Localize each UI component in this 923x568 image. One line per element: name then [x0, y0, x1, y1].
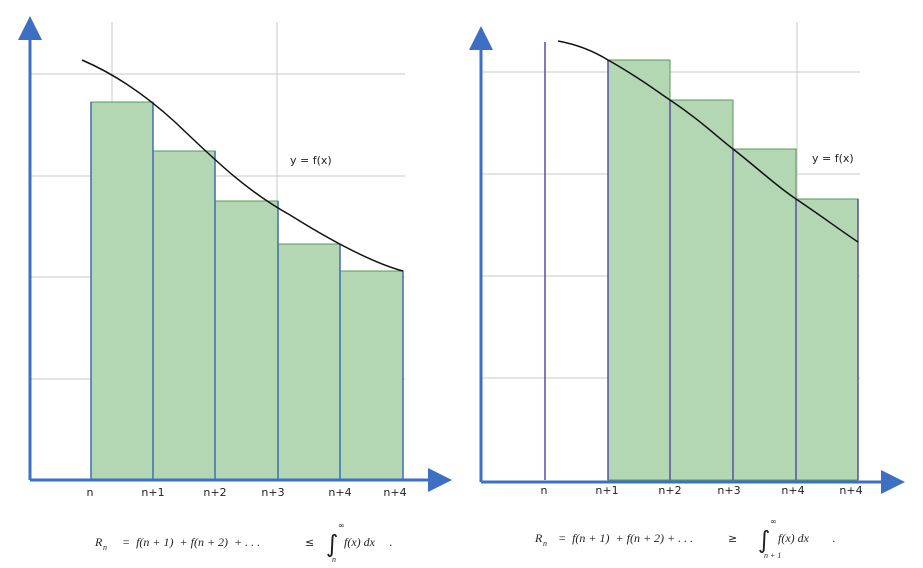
- x-label: n+4: [839, 484, 862, 497]
- integral: ∫: [326, 530, 339, 558]
- integrand: f(x) dx: [778, 531, 810, 545]
- lower: n + 1: [764, 551, 781, 560]
- x-label: n: [87, 486, 94, 499]
- x-label: n+1: [141, 486, 164, 499]
- x-label: n+2: [203, 486, 226, 499]
- curve-label: y = f(x): [290, 154, 332, 167]
- lhs-sub: n: [103, 543, 107, 552]
- upper: ∞: [338, 521, 345, 530]
- left-panel: y = f(x) n n+1 n+2 n+3 n+4 n+4 R n = f(n + 1)…: [18, 16, 452, 564]
- sum: = f(n + 1) + f(n + 2) + . . .: [122, 535, 260, 549]
- x-label: n+3: [717, 484, 740, 497]
- end: .: [389, 536, 393, 549]
- lhs: R: [94, 535, 103, 549]
- x-label: n: [541, 484, 548, 497]
- x-labels: n n+1 n+2 n+3 n+4 n+4: [87, 486, 407, 499]
- end: .: [832, 532, 836, 545]
- integral: ∫: [758, 526, 771, 554]
- x-labels: n n+1 n+2 n+3 n+4 n+4: [541, 484, 863, 497]
- x-label: n+4: [328, 486, 351, 499]
- right-panel: y = f(x) n n+1 n+2 n+3 n+4 n+4 R n = f(n + 1)…: [469, 22, 905, 560]
- x-label: n+4: [383, 486, 406, 499]
- relation: ≤: [305, 536, 314, 549]
- x-label: n+3: [261, 486, 284, 499]
- sum: = f(n + 1) + f(n + 2) + . . .: [558, 531, 693, 545]
- lhs: R: [534, 531, 543, 545]
- relation: ≥: [728, 532, 737, 545]
- curve-label: y = f(x): [812, 152, 854, 165]
- lhs-sub: n: [543, 539, 547, 548]
- x-label: n+4: [781, 484, 804, 497]
- upper: ∞: [770, 517, 777, 526]
- formula: R n = f(n + 1) + f(n + 2) + . . . ≥ ∫ ∞ …: [534, 517, 836, 560]
- x-label: n+1: [595, 484, 618, 497]
- x-label: n+2: [658, 484, 681, 497]
- integrand: f(x) dx: [344, 535, 376, 549]
- formula: R n = f(n + 1) + f(n + 2) + . . . ≤ ∫ ∞ …: [94, 521, 393, 564]
- lower: n: [332, 555, 336, 564]
